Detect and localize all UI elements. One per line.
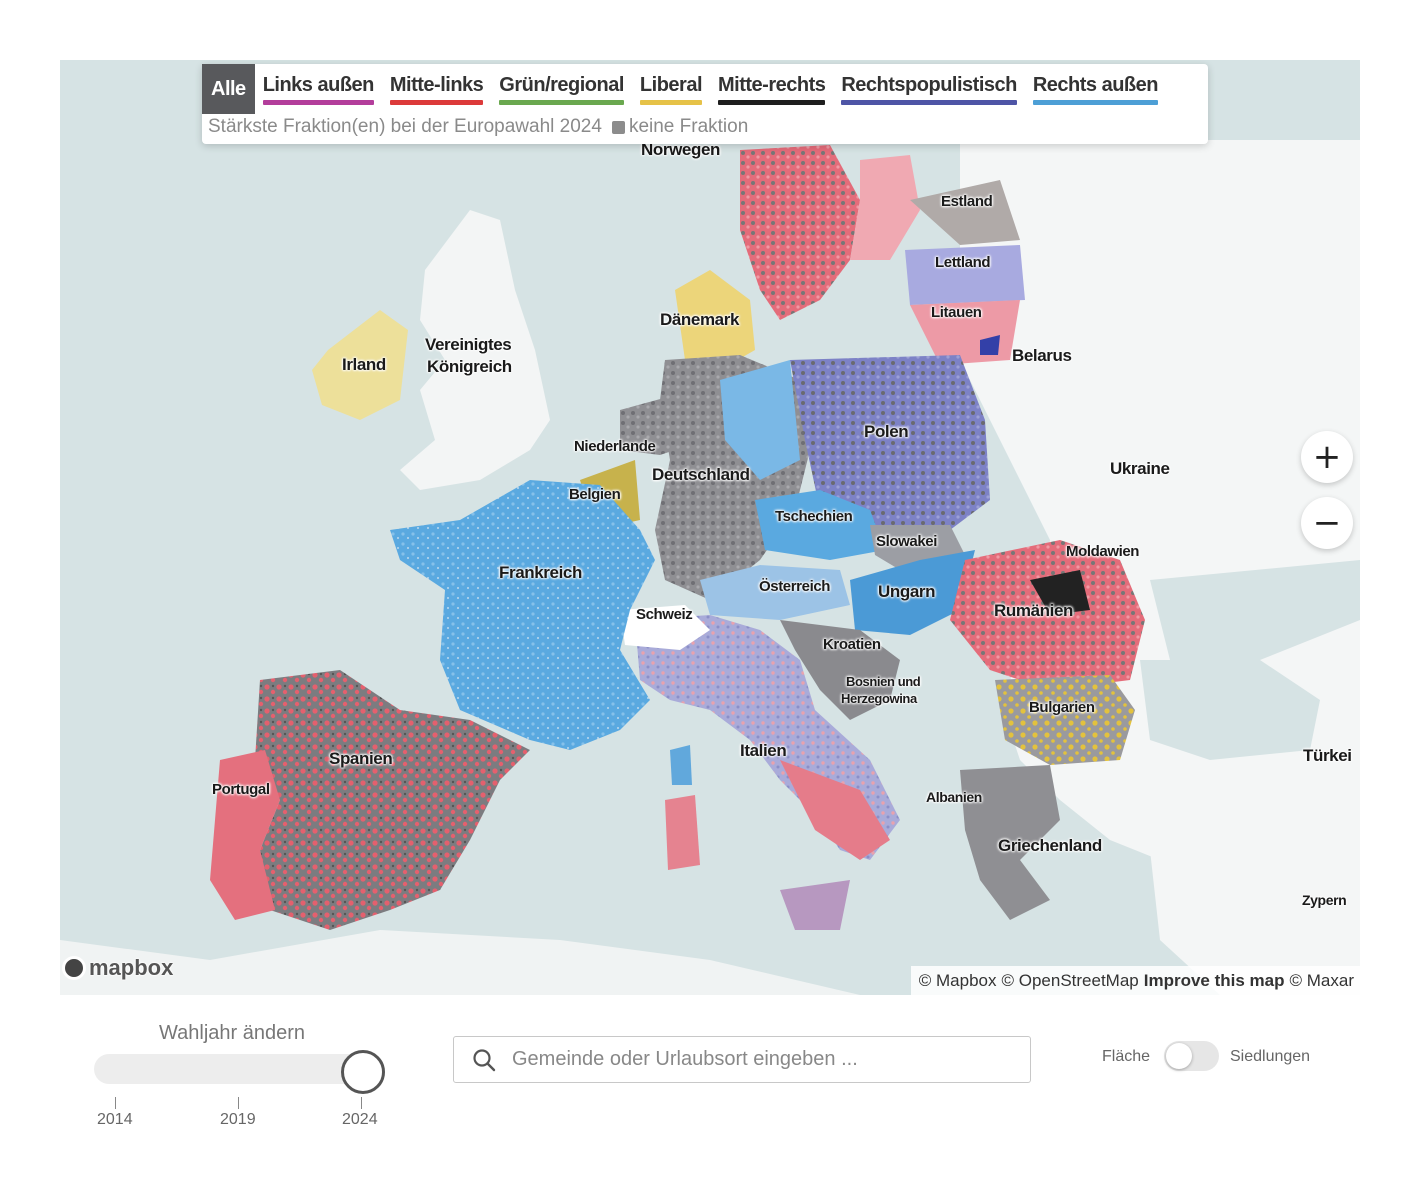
- tab-color-bar: [262, 99, 374, 105]
- label-lettland: Lettland: [935, 254, 991, 271]
- label-bosnien-line2: Herzegowina: [841, 691, 917, 706]
- tab-color-bar: [718, 99, 826, 105]
- tab-mitte-rechts[interactable]: Mitte-rechts: [710, 64, 833, 114]
- label-griechenland: Griechenland: [998, 836, 1102, 855]
- search-input[interactable]: [510, 1047, 994, 1072]
- label-daenemark: Dänemark: [660, 310, 740, 329]
- label-uk-line2: Königreich: [427, 357, 512, 376]
- zoom-out-button[interactable]: −: [1301, 497, 1353, 549]
- year-tick: [115, 1097, 116, 1109]
- map-view[interactable]: Alle Links außen Mitte-links Grün/region…: [60, 60, 1360, 995]
- label-tuerkei: Türkei: [1303, 746, 1352, 765]
- tab-color-bar: [639, 99, 702, 105]
- tab-alle[interactable]: Alle: [202, 64, 255, 114]
- tab-color-bar: [1032, 99, 1158, 105]
- faction-tabs: Alle Links außen Mitte-links Grün/region…: [202, 64, 1166, 114]
- toggle-label-flaeche: Fläche: [1102, 1048, 1151, 1065]
- label-ungarn: Ungarn: [878, 582, 936, 601]
- map-attribution: © Mapbox © OpenStreetMap Improve this ma…: [910, 966, 1360, 995]
- search-box: [453, 1036, 1031, 1083]
- label-estland: Estland: [941, 193, 993, 210]
- label-rumaenien: Rumänien: [994, 601, 1073, 620]
- toggle-knob: [1166, 1043, 1192, 1069]
- attribution-mapbox-link[interactable]: © Mapbox: [918, 970, 997, 990]
- label-norwegen: Norwegen: [641, 140, 720, 159]
- area-settlement-toggle[interactable]: [1164, 1041, 1219, 1071]
- year-tick-2024[interactable]: 2024: [342, 1111, 378, 1128]
- year-tick: [361, 1097, 362, 1109]
- label-niederlande: Niederlande: [574, 438, 656, 455]
- zoom-in-button[interactable]: +: [1301, 431, 1353, 483]
- label-belarus: Belarus: [1012, 346, 1072, 365]
- label-litauen: Litauen: [931, 304, 982, 321]
- label-schweiz: Schweiz: [636, 606, 693, 623]
- tab-color-bar: [499, 99, 624, 105]
- mapbox-logo-icon: [62, 956, 86, 980]
- label-deutschland: Deutschland: [652, 465, 750, 484]
- attribution-maxar-link[interactable]: © Maxar: [1289, 970, 1354, 990]
- label-tschechien: Tschechien: [775, 508, 853, 525]
- label-irland: Irland: [342, 355, 386, 374]
- label-ukraine: Ukraine: [1110, 459, 1170, 478]
- label-slowakei: Slowakei: [876, 533, 937, 550]
- tab-rechtspopulistisch[interactable]: Rechtspopulistisch: [833, 64, 1024, 114]
- faction-legend: Alle Links außen Mitte-links Grün/region…: [202, 64, 1208, 144]
- label-belgien: Belgien: [569, 486, 621, 503]
- attribution-osm-link[interactable]: © OpenStreetMap: [1001, 970, 1139, 990]
- year-tick-2019[interactable]: 2019: [220, 1111, 256, 1128]
- label-zypern: Zypern: [1302, 892, 1347, 908]
- label-kroatien: Kroatien: [823, 636, 881, 653]
- map-canvas[interactable]: [60, 60, 1360, 995]
- tab-liberal[interactable]: Liberal: [632, 64, 710, 114]
- label-uk-line1: Vereinigtes: [425, 335, 512, 354]
- year-tick-2014[interactable]: 2014: [97, 1111, 133, 1128]
- year-slider-track[interactable]: [94, 1054, 364, 1084]
- tab-color-bar: [389, 99, 484, 105]
- tab-links-aussen[interactable]: Links außen: [255, 64, 382, 114]
- label-polen: Polen: [864, 422, 909, 441]
- app-frame: Alle Links außen Mitte-links Grün/region…: [60, 60, 1360, 1135]
- label-portugal: Portugal: [212, 781, 270, 798]
- label-bosnien-line1: Bosnien und: [846, 674, 921, 689]
- controls-bar: Wahljahr ändern 2014 2019 2024 Fläche Si…: [60, 995, 1360, 1135]
- no-faction-swatch: [611, 120, 625, 134]
- label-italien: Italien: [740, 741, 787, 760]
- tab-color-bar: [841, 99, 1017, 105]
- tab-gruen-regional[interactable]: Grün/regional: [491, 64, 632, 114]
- label-albanien: Albanien: [926, 789, 982, 805]
- label-bulgarien: Bulgarien: [1029, 699, 1095, 716]
- label-oesterreich: Österreich: [759, 578, 831, 595]
- label-spanien: Spanien: [329, 749, 393, 768]
- toggle-label-siedlungen: Siedlungen: [1230, 1048, 1311, 1065]
- year-tick: [238, 1097, 239, 1109]
- improve-map-link[interactable]: Improve this map: [1143, 970, 1285, 990]
- legend-subtitle: Stärkste Fraktion(en) bei der Europawahl…: [208, 116, 749, 137]
- mapbox-logo[interactable]: mapbox: [62, 955, 173, 981]
- tab-mitte-links[interactable]: Mitte-links: [382, 64, 491, 114]
- label-moldawien: Moldawien: [1066, 543, 1140, 560]
- tab-rechts-aussen[interactable]: Rechts außen: [1025, 64, 1166, 114]
- label-frankreich: Frankreich: [499, 563, 582, 582]
- year-slider-handle[interactable]: [341, 1050, 385, 1094]
- search-icon: [473, 1048, 496, 1071]
- year-slider-label: Wahljahr ändern: [159, 1022, 306, 1044]
